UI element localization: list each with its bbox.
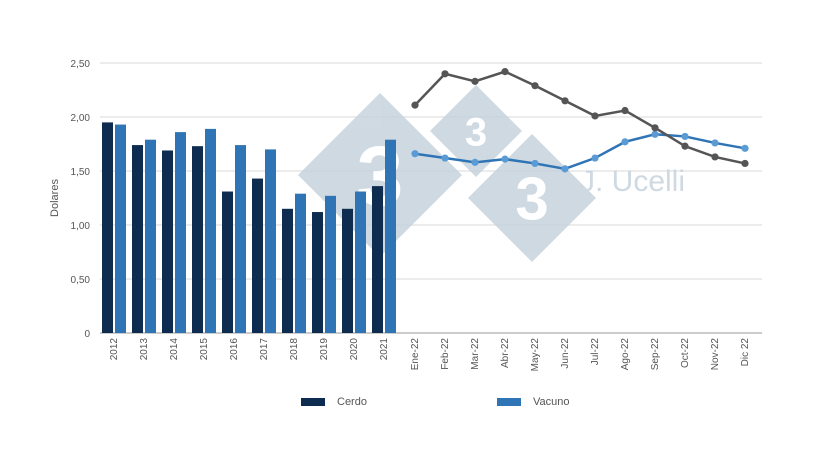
bar-vacuno — [325, 195, 336, 333]
bar-cerdo — [162, 150, 173, 333]
x-tick-label-month: May-22 — [530, 338, 541, 372]
y-axis-ticks: 0 0,50 1,00 1,50 2,00 2,50 — [71, 59, 91, 340]
point-cerdo — [411, 101, 419, 109]
bar-vacuno — [235, 145, 246, 333]
point-vacuno — [621, 138, 629, 146]
bar-vacuno — [295, 193, 306, 333]
point-cerdo — [531, 82, 539, 90]
x-tick-label-month: Jun-22 — [560, 338, 571, 369]
bar-vacuno — [355, 191, 366, 333]
x-tick-label-year: 2013 — [139, 338, 150, 361]
x-tick-label-month: Abr-22 — [500, 338, 511, 368]
point-vacuno — [561, 165, 569, 173]
point-cerdo — [741, 159, 749, 168]
y-tick-label: 2,00 — [71, 113, 91, 124]
point-vacuno — [591, 154, 599, 162]
line-vacuno — [414, 133, 746, 171]
y-tick-label: 2,50 — [71, 59, 91, 70]
bar-vacuno — [145, 139, 156, 333]
bar-cerdo — [222, 191, 233, 333]
bar-cerdo — [312, 212, 323, 333]
point-vacuno — [501, 155, 509, 163]
point-cerdo — [561, 97, 569, 105]
y-tick-label: 1,00 — [71, 221, 91, 232]
bar-vacuno — [115, 124, 126, 333]
x-tick-label-year: 2017 — [259, 338, 270, 361]
x-tick-label-year: 2021 — [379, 338, 390, 361]
bar-vacuno — [265, 149, 276, 333]
bar-cerdo — [342, 208, 353, 333]
bar-cerdo — [192, 146, 203, 333]
point-vacuno — [531, 159, 539, 168]
x-tick-label-month: Feb-22 — [440, 338, 451, 370]
x-tick-label-month: Ene-22 — [410, 338, 421, 371]
bars — [102, 122, 396, 334]
point-vacuno — [711, 139, 719, 147]
x-tick-label-year: 2015 — [199, 338, 210, 361]
bar-cerdo — [252, 178, 263, 333]
point-cerdo — [651, 124, 659, 132]
point-vacuno — [651, 130, 659, 138]
legend-swatch-vacuno — [497, 398, 521, 406]
legend-label-cerdo: Cerdo — [337, 396, 367, 408]
x-axis-ticks: 2012 2013 2014 2015 2016 2017 2018 2019 2020 2021… — [109, 338, 751, 372]
x-tick-label-year: 2016 — [229, 338, 240, 361]
point-vacuno — [471, 158, 479, 166]
watermark-diamond — [430, 85, 522, 177]
bar-cerdo — [282, 208, 293, 333]
point-cerdo — [621, 106, 629, 115]
x-tick-label-year: 2019 — [319, 338, 330, 361]
point-vacuno — [441, 154, 449, 162]
x-tick-label-month: Jul-22 — [590, 338, 601, 366]
point-cerdo — [501, 68, 509, 76]
x-tick-label-year: 2014 — [169, 338, 180, 361]
bar-vacuno — [385, 139, 396, 333]
legend-swatch-cerdo — [301, 398, 325, 406]
legend-item-cerdo: Cerdo — [301, 396, 367, 408]
x-tick-label-month: Nov-22 — [710, 338, 721, 371]
x-tick-label-month: Oct-22 — [680, 338, 691, 368]
point-vacuno — [411, 150, 419, 158]
x-tick-label-month: Sep-22 — [650, 338, 661, 371]
point-cerdo — [591, 112, 599, 120]
watermark-digit: 3 — [515, 166, 548, 233]
x-tick-label-year: 2012 — [109, 338, 120, 361]
x-tick-label-year: 2020 — [349, 338, 360, 361]
watermark-text: J. Ucelli — [580, 165, 685, 198]
y-tick-label: 0 — [84, 329, 90, 340]
bar-cerdo — [132, 145, 143, 333]
point-cerdo — [681, 142, 689, 150]
x-tick-label-month: Dic 22 — [740, 338, 751, 367]
x-tick-label-year: 2018 — [289, 338, 300, 361]
point-vacuno — [681, 132, 689, 141]
y-tick-label: 0,50 — [71, 275, 91, 286]
watermark-diamond — [298, 93, 462, 257]
point-cerdo — [441, 70, 449, 78]
x-tick-label-month: Ago-22 — [620, 338, 631, 371]
bar-cerdo — [372, 186, 383, 333]
y-tick-label: 1,50 — [71, 167, 91, 178]
legend: Cerdo Vacuno — [0, 396, 820, 416]
bar-cerdo — [102, 122, 113, 334]
bar-vacuno — [205, 128, 216, 333]
legend-label-vacuno: Vacuno — [533, 396, 570, 408]
legend-item-vacuno: Vacuno — [497, 396, 570, 408]
x-tick-label-month: Mar-22 — [470, 338, 481, 370]
point-cerdo — [471, 77, 479, 85]
lines — [411, 68, 749, 173]
bar-vacuno — [175, 132, 186, 333]
y-axis-label: Dolares — [49, 179, 61, 217]
line-cerdo — [414, 70, 746, 165]
point-vacuno — [741, 144, 749, 152]
point-cerdo — [711, 153, 719, 161]
watermark-digit: 3 — [465, 110, 487, 154]
